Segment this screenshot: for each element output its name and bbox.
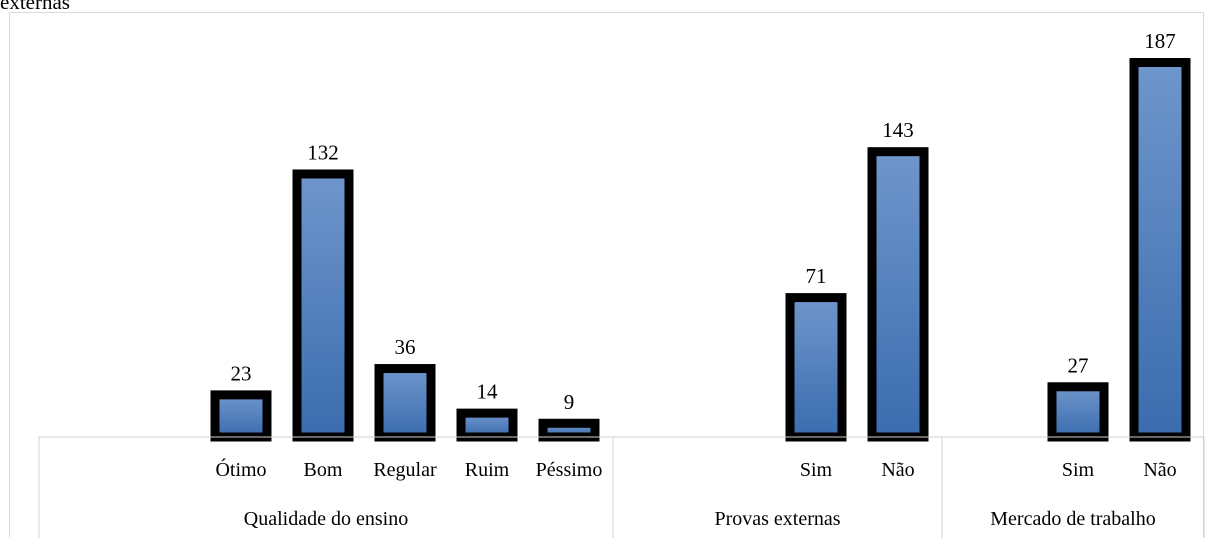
- group-label: Provas externas: [714, 508, 840, 530]
- bar: [292, 169, 354, 442]
- bar: [374, 364, 436, 442]
- x-tick-label: Sim: [1062, 459, 1095, 481]
- data-label: 14: [477, 380, 499, 404]
- x-tick-label: Ruim: [465, 459, 510, 481]
- data-label: 27: [1068, 353, 1089, 377]
- data-label: 71: [806, 264, 827, 288]
- x-tick-label: Péssimo: [536, 459, 603, 481]
- chart-caption: externas: [0, 0, 70, 14]
- data-label: 9: [564, 390, 575, 414]
- x-tick-label: Sim: [800, 459, 833, 481]
- chart-area: [9, 12, 1204, 537]
- group-label: Mercado de trabalho: [990, 508, 1155, 530]
- x-tick-label: Não: [881, 459, 914, 481]
- bar: [456, 408, 518, 442]
- x-tick-label: Ótimo: [215, 457, 266, 481]
- data-label: 36: [395, 335, 416, 359]
- x-tick-label: Regular: [373, 459, 437, 481]
- bar: [538, 418, 600, 442]
- data-label: 132: [307, 140, 339, 164]
- bar: [210, 390, 272, 442]
- bar: [785, 293, 847, 442]
- data-label: 143: [882, 118, 914, 142]
- category-axis: Ótimo Bom Regular Ruim Péssimo Qualidade do e…: [38, 436, 1205, 538]
- x-tick-label: Bom: [304, 459, 343, 481]
- x-tick-label: Não: [1143, 459, 1176, 481]
- bars-layer: 23 132 36 14 9 71 143 27 187: [210, 29, 1191, 442]
- bar: [1129, 58, 1191, 442]
- group-label: Qualidade do ensino: [244, 508, 408, 530]
- bar: [1047, 382, 1109, 442]
- data-label: 23: [231, 361, 252, 385]
- bar: [867, 147, 929, 442]
- data-label: 187: [1144, 29, 1176, 53]
